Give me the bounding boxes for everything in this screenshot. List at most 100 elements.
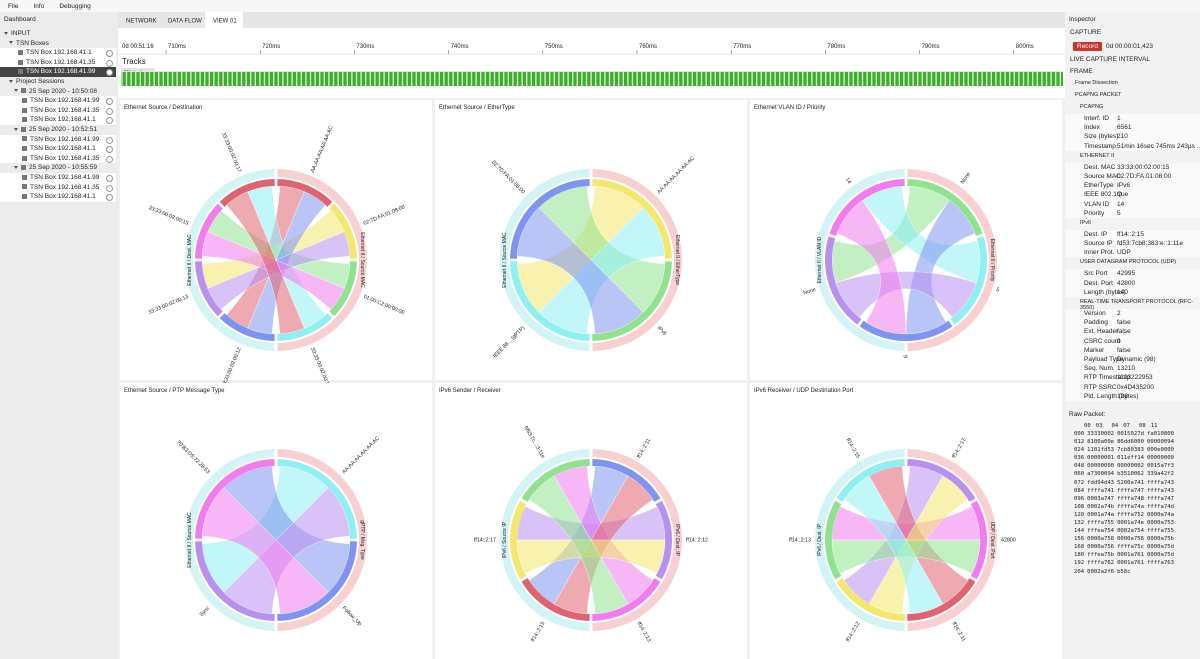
field-value: 13210: [1117, 365, 1136, 373]
menu-item[interactable]: Info: [33, 3, 45, 10]
raw-row: 192 ffffa762 0001a761 ffffa763: [1065, 559, 1200, 567]
status[interactable]: [106, 194, 113, 202]
status[interactable]: [106, 117, 113, 125]
field-key: Seq. Num.: [1084, 365, 1115, 373]
tick-label: 780ms: [827, 44, 845, 50]
menu-item[interactable]: Debugging: [59, 3, 91, 10]
raw-bytes: 0001a74e: [1117, 520, 1145, 526]
node-arc: [592, 261, 672, 341]
record-button[interactable]: Record: [1073, 42, 1102, 51]
tree-item[interactable]: TSN Box 192.168.41.35: [0, 182, 116, 193]
tree-node[interactable]: TSN Boxes: [0, 39, 118, 49]
chart-panel: IPv6 Receiver / UDP Destination Port ff14…: [750, 383, 1062, 659]
raw-bytes: 0000a75d: [1147, 552, 1174, 559]
raw-row: 000 33330002 0015027d fa010800: [1065, 430, 1200, 438]
status[interactable]: [106, 69, 113, 77]
raw-offset: 132: [1074, 520, 1085, 526]
status[interactable]: [106, 174, 113, 182]
tree-label: TSN Box 192.168.41.1: [26, 49, 92, 57]
tree-item[interactable]: TSN Box 192.168.41.99: [0, 96, 116, 106]
menu-bar: File Info Debugging: [0, 0, 1200, 12]
raw-bytes: ffffa752: [1117, 511, 1145, 518]
tree-node[interactable]: 25 Sep 2020 - 10:52:51: [0, 125, 118, 135]
status[interactable]: [106, 98, 113, 106]
arc-label: Ethernet II / Dest. MAC: [187, 234, 193, 286]
raw-bytes: ffffa748: [1117, 495, 1145, 502]
raw-bytes: 0002a2f6: [1087, 568, 1115, 575]
tree-item[interactable]: TSN Box 192.168.41.35: [0, 57, 116, 68]
icon: [18, 69, 23, 75]
status[interactable]: [106, 59, 113, 67]
field-key: VLAN ID: [1084, 200, 1110, 208]
node-arc: [592, 179, 672, 259]
field-value: 42800: [1117, 279, 1136, 287]
status[interactable]: [106, 50, 113, 58]
menu-item[interactable]: File: [8, 3, 19, 10]
icon: [22, 97, 27, 103]
tree-label: TSN Box 192.168.41.35: [30, 106, 100, 114]
raw-row: 096 0003a747 ffffa748 ffffa747: [1065, 495, 1200, 503]
arc-label: IPv6 / Dest. IP: [817, 523, 823, 556]
field-row: Dest. IP ff14::2:15: [1065, 229, 1200, 240]
section-header[interactable]: ETHERNET II: [1080, 152, 1115, 159]
raw-offset: 108: [1074, 503, 1085, 510]
field-row: CSRC count0: [1065, 336, 1200, 346]
node-arc: [592, 459, 661, 502]
field-value: 0: [1117, 337, 1121, 345]
icon: [22, 174, 27, 180]
tree-item[interactable]: TSN Box 192.168.41.1: [0, 192, 116, 202]
section-header[interactable]: PCAPNG: [1080, 104, 1104, 110]
tree-item[interactable]: TSN Box 192.168.41.99: [0, 67, 116, 77]
status[interactable]: [106, 184, 113, 192]
tree-node[interactable]: Project Sessions: [0, 77, 118, 87]
tick-label: 790ms: [922, 44, 940, 50]
icon: [18, 59, 23, 65]
field-row: Priority 5: [1065, 208, 1200, 218]
node-arc: [277, 541, 357, 621]
tree-label: TSN Box 192.168.41.99: [30, 97, 100, 105]
chord: [226, 191, 305, 335]
status[interactable]: [106, 155, 113, 163]
node-label: 42800: [1001, 537, 1016, 543]
node-arc: [195, 261, 223, 317]
section-header[interactable]: REAL-TIME TRANSPORT PROTOCOL (RFC-3550): [1080, 299, 1194, 311]
status[interactable]: [106, 136, 113, 144]
chord: [201, 487, 329, 615]
raw-bytes: ffffa743: [1147, 487, 1174, 494]
node-label: IPv6: [656, 325, 668, 337]
tree-item[interactable]: TSN Box 192.168.41.1: [0, 48, 116, 58]
raw-bytes: ffffa747: [1117, 487, 1145, 494]
node-label: ff14::2:17: [474, 537, 496, 543]
raw-bytes: 011eff14: [1117, 455, 1145, 462]
raw-column: 00: [1084, 422, 1091, 429]
tree-item[interactable]: TSN Box 192.168.41.35: [0, 105, 116, 116]
tree-node[interactable]: 25 Sep 2020 - 10:50:08: [0, 87, 118, 97]
icon: [18, 49, 23, 55]
field-row: Interf. ID 1: [1065, 114, 1200, 124]
tree-node[interactable]: 25 Sep 2020 - 10:55:59: [0, 163, 118, 173]
tick-label: 770ms: [733, 44, 751, 50]
tree-item[interactable]: TSN Box 192.168.41.1: [0, 144, 116, 154]
field-key: RTP SSRC: [1084, 383, 1117, 391]
icon: [21, 88, 26, 94]
status[interactable]: [106, 107, 113, 115]
tree-label: TSN Box 192.168.41.35: [26, 58, 96, 66]
raw-bytes: 8100a00e: [1087, 439, 1115, 446]
field-value: IPv6: [1117, 182, 1131, 190]
field-key: IEEE 802.1Q: [1084, 191, 1122, 199]
section-header[interactable]: USER DATAGRAM PROTOCOL (UDP): [1080, 259, 1177, 266]
field-key: Ext. Header: [1084, 328, 1119, 336]
section-header[interactable]: IPv6: [1080, 219, 1092, 226]
raw-offset: 000: [1074, 430, 1085, 437]
tree-item[interactable]: TSN Box 192.168.41.99: [0, 172, 116, 183]
section-header[interactable]: PCAPNG PACKET: [1075, 92, 1122, 98]
tree-item[interactable]: TSN Box 192.168.41.99: [0, 134, 116, 145]
node-arc: [510, 261, 590, 341]
section-header[interactable]: FRAME: [1070, 68, 1093, 75]
tree-node[interactable]: INPUT: [0, 29, 118, 39]
status[interactable]: [106, 146, 113, 154]
section-header[interactable]: LIVE CAPTURE INTERVAL: [1070, 56, 1150, 63]
tree-item[interactable]: TSN Box 192.168.41.35: [0, 153, 116, 164]
tree-item[interactable]: TSN Box 192.168.41.1: [0, 115, 116, 125]
chart-panel: Ethernet Source / DestinationAA:AA:AA:AA…: [120, 100, 432, 389]
